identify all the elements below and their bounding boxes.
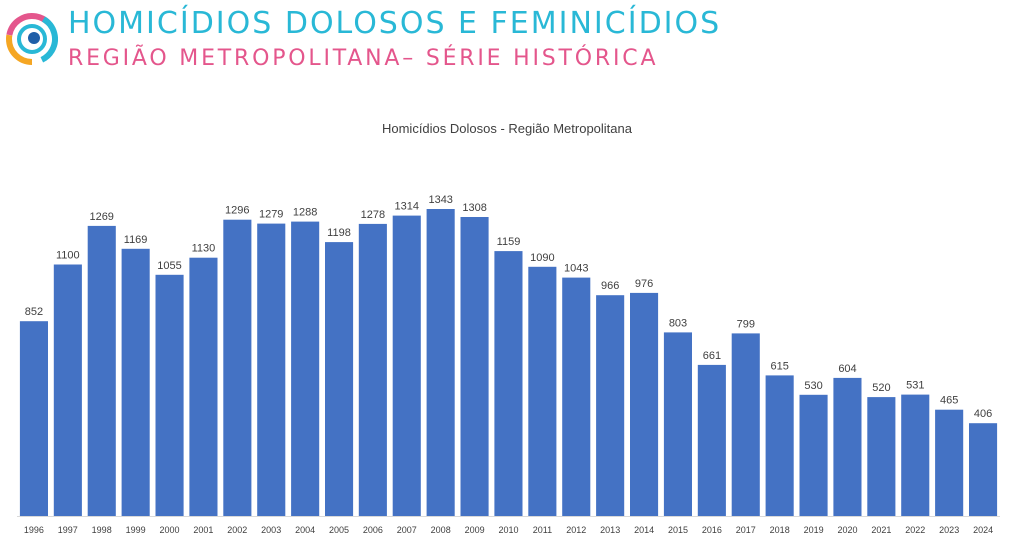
data-label-2005: 1198 (327, 227, 351, 239)
bar-2022 (901, 394, 930, 516)
bar-2001 (189, 257, 218, 516)
bar-2020 (833, 377, 862, 516)
data-label-2013: 966 (601, 280, 619, 292)
bar-1999 (121, 248, 150, 517)
data-label-2017: 799 (737, 318, 755, 330)
data-label-1996: 852 (25, 306, 43, 318)
data-label-2011: 1090 (530, 252, 554, 264)
x-tick-label-1996: 1996 (24, 525, 44, 535)
bar-2015 (663, 332, 692, 516)
bar-1998 (87, 225, 116, 516)
x-tick-label-2011: 2011 (533, 525, 552, 535)
bar-2013 (596, 295, 625, 516)
data-label-2022: 531 (906, 380, 924, 392)
x-tick-label-2019: 2019 (804, 525, 824, 535)
x-tick-label-1999: 1999 (126, 525, 146, 535)
data-label-2021: 520 (872, 382, 890, 394)
x-tick-label-2007: 2007 (397, 525, 417, 535)
bar-2004 (291, 221, 320, 516)
x-tick-label-1997: 1997 (58, 525, 78, 535)
data-label-2019: 530 (804, 380, 822, 392)
bar-2007 (392, 215, 421, 516)
x-tick-label-1998: 1998 (92, 525, 112, 535)
bar-2011 (528, 266, 557, 516)
x-tick-label-2020: 2020 (837, 525, 857, 535)
data-label-2004: 1288 (293, 207, 317, 219)
bar-2008 (426, 209, 455, 516)
bar-2023 (935, 409, 964, 516)
x-tick-label-2012: 2012 (566, 525, 586, 535)
bar-2018 (765, 375, 794, 516)
bar-2005 (325, 242, 354, 516)
data-label-2010: 1159 (497, 236, 521, 248)
x-tick-label-2021: 2021 (871, 525, 891, 535)
x-tick-label-2015: 2015 (668, 525, 688, 535)
data-label-2001: 1130 (192, 243, 216, 255)
data-label-2016: 661 (703, 350, 721, 362)
data-label-2015: 803 (669, 317, 687, 329)
x-tick-label-2010: 2010 (498, 525, 518, 535)
x-tick-label-2005: 2005 (329, 525, 349, 535)
x-tick-label-2023: 2023 (939, 525, 959, 535)
bar-2003 (257, 223, 286, 516)
data-label-2012: 1043 (564, 263, 588, 275)
x-tick-label-2008: 2008 (431, 525, 451, 535)
x-tick-label-2024: 2024 (973, 525, 993, 535)
bar-2000 (155, 274, 184, 516)
bar-2017 (731, 333, 760, 516)
data-label-2020: 604 (838, 363, 856, 375)
x-tick-label-2013: 2013 (600, 525, 620, 535)
bar-1996 (19, 321, 48, 516)
x-tick-label-2017: 2017 (736, 525, 756, 535)
data-label-2002: 1296 (225, 205, 249, 217)
bar-2006 (358, 223, 387, 516)
data-label-2003: 1279 (259, 209, 283, 221)
data-label-2006: 1278 (361, 209, 385, 221)
data-label-1997: 1100 (56, 250, 80, 262)
bar-2019 (799, 394, 828, 516)
bar-2002 (223, 219, 252, 516)
data-label-2018: 615 (771, 360, 789, 372)
x-tick-label-2022: 2022 (905, 525, 925, 535)
x-tick-label-2004: 2004 (295, 525, 315, 535)
bar-2024 (969, 423, 998, 516)
x-tick-label-2009: 2009 (465, 525, 485, 535)
data-label-2014: 976 (635, 278, 653, 290)
logo-icon (6, 13, 58, 65)
chart-title: Homicídios Dolosos - Região Metropolitan… (381, 121, 632, 136)
data-label-2009: 1308 (462, 202, 486, 214)
bar-1997 (53, 264, 82, 516)
bar-2014 (630, 292, 659, 516)
data-label-2000: 1055 (157, 260, 181, 272)
x-tick-label-2001: 2001 (193, 525, 213, 535)
page-subtitle: REGIÃO METROPOLITANA– SÉRIE HISTÓRICA (68, 46, 659, 71)
bar-2012 (562, 277, 591, 516)
bar-2009 (460, 217, 489, 516)
data-label-2008: 1343 (428, 194, 452, 206)
bar-2021 (867, 397, 896, 516)
data-label-1998: 1269 (89, 211, 113, 223)
data-label-2024: 406 (974, 408, 992, 420)
x-tick-label-2002: 2002 (227, 525, 247, 535)
data-label-2023: 465 (940, 395, 958, 407)
bar-2010 (494, 251, 523, 516)
data-label-1999: 1169 (124, 234, 148, 246)
page-title: HOMICÍDIOS DOLOSOS E FEMINICÍDIOS (68, 6, 722, 41)
x-tick-label-2016: 2016 (702, 525, 722, 535)
x-tick-label-2003: 2003 (261, 525, 281, 535)
x-tick-label-2000: 2000 (159, 525, 179, 535)
x-tick-label-2006: 2006 (363, 525, 383, 535)
data-label-2007: 1314 (395, 201, 419, 213)
x-tick-label-2014: 2014 (634, 525, 654, 535)
bar-2016 (697, 364, 726, 516)
x-tick-label-2018: 2018 (770, 525, 790, 535)
